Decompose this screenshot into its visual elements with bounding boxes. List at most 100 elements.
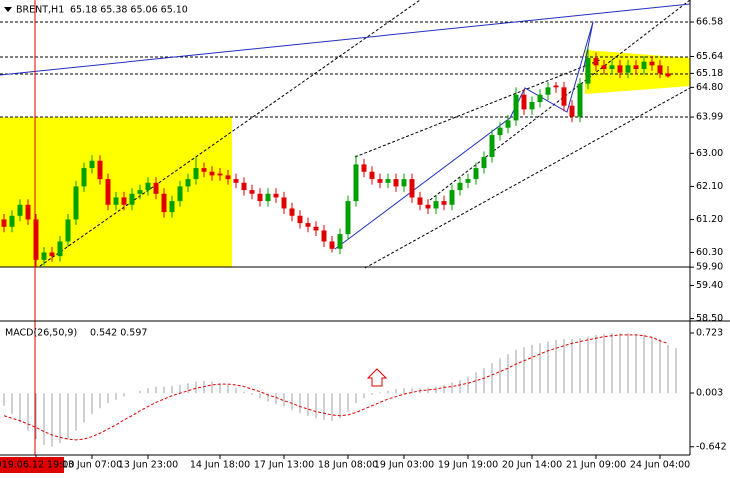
candle-body [169,201,175,213]
candle-body [241,182,247,191]
candle-body [337,234,343,249]
candle-body [321,230,327,242]
candle-body [537,94,543,103]
candle-body [425,204,431,209]
candle-body [177,186,183,202]
candle-body [217,173,223,176]
candle-body [313,226,319,231]
x-tick-label: 21 Jun 09:00 [566,460,626,471]
y-tick-label: 64.80 [696,82,723,93]
candle-body [49,252,55,257]
candle-body [641,61,647,69]
candle-body [281,197,287,209]
time-highlight [0,457,64,473]
x-tick-label: 2019.06.12 19:00 [0,460,74,471]
candle-body [193,168,199,180]
channel-line [364,87,691,269]
candle-body [617,65,623,73]
x-tick-label: 13 Jun 07:00 [62,460,122,471]
candle-body [129,193,135,205]
trend-line [0,3,691,76]
candle-body [449,190,455,205]
header-icon [4,7,12,12]
candle-body [137,190,143,194]
candle-body [601,65,607,69]
y-tick-label: 63.00 [696,148,723,159]
candle-body [441,201,447,205]
candle-body [577,83,583,117]
drawings [0,0,730,456]
candle-body [553,85,559,88]
y-tick-label: 63.99 [696,112,723,123]
candle-body [649,61,655,66]
y-tick-label: 60.30 [696,247,723,258]
candle-body [489,135,495,158]
x-tick-label: 14 Jun 18:00 [190,460,250,471]
x-tick-label: 19 Jun 03:00 [374,460,434,471]
y-tick-label: 62.10 [696,181,723,192]
candle-body [161,193,167,213]
header-values: 65.18 65.38 65.06 65.10 [70,5,188,16]
candle-body [225,175,231,180]
y-tick-label: 65.18 [696,68,723,79]
candle-body [297,215,303,224]
candle-body [521,94,527,110]
candle-body [89,160,95,169]
candle-body [497,127,503,136]
candle-body [265,193,271,202]
candle-body [121,197,127,205]
candle-body [57,241,63,257]
y-tick-label: 0.723 [696,328,723,339]
candle-body [305,223,311,227]
zigzag-line [334,21,594,250]
x-tick-label: 20 Jun 14:00 [502,460,562,471]
y-tick-label: -0.642 [696,441,727,452]
arrow-icon [366,368,388,387]
candle-body [585,57,591,84]
candle-body [609,65,615,69]
candle-body [41,252,47,260]
candle-body [257,193,263,202]
y-tick-label: 65.64 [696,51,723,62]
candle-body [401,179,407,187]
x-tick-label: 17 Jun 13:00 [254,460,314,471]
candle-body [433,201,439,209]
candle-body [289,208,295,216]
macd-title: MACD(26,50,9) [5,328,77,339]
channel-line [39,0,421,267]
candle-body [361,164,367,172]
candle-body [481,157,487,169]
candle-body [377,179,383,183]
signal-line [3,334,669,441]
y-tick-label: 66.58 [696,17,723,28]
candle-body [569,105,575,117]
candle-body [561,87,567,106]
candle-body [113,197,119,205]
y-tick-label: 61.20 [696,214,723,225]
candle-body [81,168,87,187]
x-tick-label: 18 Jun 08:00 [318,460,378,471]
candle-body [633,65,639,69]
macd-values: 0.542 0.597 [90,328,147,339]
candle-body [25,204,31,220]
candle-body [393,179,399,187]
flag-pattern [585,50,690,94]
candle-body [1,219,7,227]
candle-body [369,171,375,180]
candle-body [209,171,215,176]
candle-body [385,179,391,183]
chart-title: BRENT,H1 [16,5,64,16]
candle-body [65,219,71,242]
candle-body [201,168,207,172]
candle-body [513,94,519,121]
candle-body [33,219,39,260]
y-tick-label: 58.50 [696,313,723,324]
candle-body [153,182,159,194]
y-tick-label: 0.003 [696,388,723,399]
candle-body [473,168,479,180]
candle-body [625,65,631,73]
candle-body [545,87,551,95]
candle-body [249,190,255,194]
candle-body [465,179,471,183]
